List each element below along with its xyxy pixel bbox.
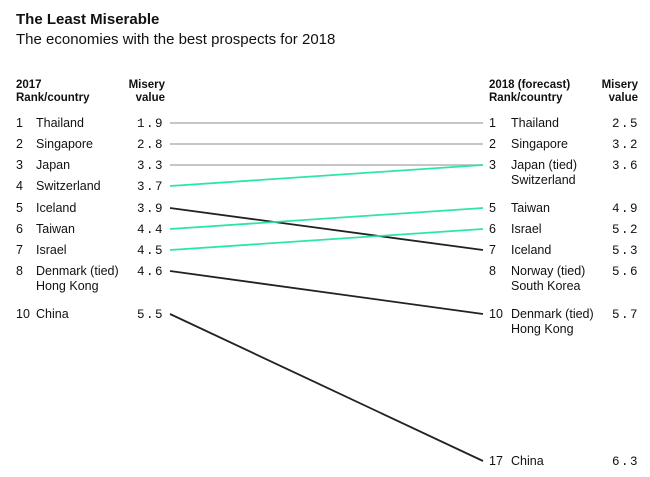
right-country-label: Norway (tied) bbox=[511, 264, 585, 278]
right-country-label: Denmark (tied) bbox=[511, 307, 594, 321]
left-country-label: Iceland bbox=[36, 201, 76, 215]
left-country-label: Singapore bbox=[36, 137, 93, 151]
right-rank-1: 1 bbox=[489, 116, 496, 130]
right-rank-7: 7 bbox=[489, 243, 496, 257]
left-rank-1: 1 bbox=[16, 116, 23, 130]
connector-line-iceland bbox=[169, 207, 484, 251]
left-misery-value: 5.5 bbox=[137, 308, 164, 322]
right-rank-3: 3 bbox=[489, 158, 496, 172]
right-misery-value: 3.2 bbox=[612, 138, 639, 152]
left-country-label: Thailand bbox=[36, 116, 84, 130]
connector-line-denmark-hong-kong bbox=[169, 270, 484, 315]
left-rank-3: 3 bbox=[16, 158, 23, 172]
connector-lines bbox=[169, 122, 484, 462]
row-labels: 1 Thailand 1.9 2 Singapore 2.8 3 Japan 3.3 4 Switz… bbox=[16, 116, 639, 469]
right-country-label: Japan (tied) bbox=[511, 158, 577, 172]
right-misery-value: 5.3 bbox=[612, 244, 639, 258]
left-misery-value: 4.4 bbox=[137, 223, 164, 237]
left-country-label: Japan bbox=[36, 158, 70, 172]
left-rank-header-line1: 2017 bbox=[16, 79, 42, 91]
right-rank-2: 2 bbox=[489, 137, 496, 151]
left-value-header: Misery value bbox=[129, 79, 165, 105]
left-misery-value: 3.3 bbox=[137, 159, 164, 173]
connector-line-switzerland bbox=[169, 164, 484, 187]
left-rank-2: 2 bbox=[16, 137, 23, 151]
left-country-label: Hong Kong bbox=[36, 279, 99, 293]
connector-line-israel bbox=[169, 228, 484, 251]
left-country-label: Denmark (tied) bbox=[36, 264, 119, 278]
left-country-label: Switzerland bbox=[36, 179, 101, 193]
chart-title: The Least Miserable bbox=[16, 11, 160, 28]
connector-line-china bbox=[169, 313, 484, 462]
right-value-header: Misery value bbox=[602, 79, 638, 105]
left-rank-8: 8 bbox=[16, 264, 23, 278]
right-country-label: Israel bbox=[511, 222, 542, 236]
left-country-label: China bbox=[36, 307, 69, 321]
right-rank-header: 2018 (forecast) Rank/country bbox=[489, 79, 570, 105]
chart-subtitle: The economies with the best prospects fo… bbox=[16, 31, 336, 48]
left-rank-4: 4 bbox=[16, 179, 23, 193]
right-rank-header-line2: Rank/country bbox=[489, 92, 563, 104]
connector-line-taiwan bbox=[169, 207, 484, 230]
right-misery-value: 5.2 bbox=[612, 223, 639, 237]
left-rank-header: 2017 Rank/country bbox=[16, 79, 90, 105]
left-misery-value: 3.9 bbox=[137, 202, 164, 216]
left-rank-5: 5 bbox=[16, 201, 23, 215]
right-country-label: South Korea bbox=[511, 279, 581, 293]
right-rank-8: 8 bbox=[489, 264, 496, 278]
right-misery-value: 6.3 bbox=[612, 455, 639, 469]
right-country-label: Singapore bbox=[511, 137, 568, 151]
right-country-label: Hong Kong bbox=[511, 322, 574, 336]
right-country-label: Taiwan bbox=[511, 201, 550, 215]
right-misery-value: 2.5 bbox=[612, 117, 639, 131]
right-country-label: Iceland bbox=[511, 243, 551, 257]
right-country-label: China bbox=[511, 454, 544, 468]
right-misery-value: 3.6 bbox=[612, 159, 639, 173]
left-rank-10: 10 bbox=[16, 307, 30, 321]
left-value-header-line2: value bbox=[135, 92, 165, 104]
left-rank-header-line2: Rank/country bbox=[16, 92, 90, 104]
right-country-label: Thailand bbox=[511, 116, 559, 130]
right-misery-value: 5.7 bbox=[612, 308, 639, 322]
left-misery-value: 2.8 bbox=[137, 138, 164, 152]
left-misery-value: 4.6 bbox=[137, 265, 164, 279]
right-rank-10: 10 bbox=[489, 307, 503, 321]
left-value-header-line1: Misery bbox=[128, 79, 165, 91]
right-value-header-line2: value bbox=[608, 92, 638, 104]
left-rank-7: 7 bbox=[16, 243, 23, 257]
right-misery-value: 4.9 bbox=[612, 202, 639, 216]
left-misery-value: 3.7 bbox=[137, 180, 164, 194]
left-misery-value: 1.9 bbox=[137, 117, 164, 131]
right-rank-5: 5 bbox=[489, 201, 496, 215]
left-misery-value: 4.5 bbox=[137, 244, 164, 258]
right-country-label: Switzerland bbox=[511, 173, 576, 187]
right-rank-header-line1: 2018 (forecast) bbox=[489, 79, 571, 91]
left-country-label: Israel bbox=[36, 243, 67, 257]
right-misery-value: 5.6 bbox=[612, 265, 639, 279]
right-rank-6: 6 bbox=[489, 222, 496, 236]
right-value-header-line1: Misery bbox=[601, 79, 638, 91]
left-rank-6: 6 bbox=[16, 222, 23, 236]
left-country-label: Taiwan bbox=[36, 222, 75, 236]
right-rank-17: 17 bbox=[489, 454, 503, 468]
